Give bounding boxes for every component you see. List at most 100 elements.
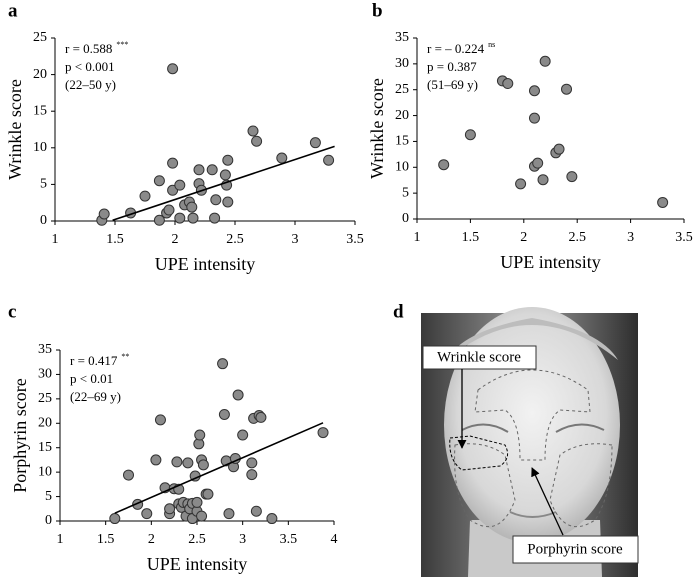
y-axis-label: Wrinkle score <box>5 79 25 180</box>
data-point <box>196 510 208 522</box>
annotation: Wrinkle score <box>437 349 521 365</box>
data-point <box>167 63 179 75</box>
x-tick-label: 1.5 <box>97 532 115 547</box>
data-point <box>266 513 278 525</box>
y-tick-label: 0 <box>402 211 409 226</box>
annotation-text: (22–50 y) <box>65 77 116 92</box>
panel-label: b <box>372 0 383 21</box>
data-point <box>237 429 249 441</box>
data-point <box>553 143 565 155</box>
annotation-text: r = 0.588 <box>65 41 112 56</box>
mouth <box>509 511 557 518</box>
data-point <box>163 204 175 216</box>
x-tick-label: 3.5 <box>346 232 364 247</box>
data-point <box>323 154 335 166</box>
annotation-text: (51–69 y) <box>427 77 478 92</box>
y-tick-label: 30 <box>395 56 409 71</box>
annotation: (51–69 y) <box>427 77 478 92</box>
annotation-superscript: ns <box>488 40 495 49</box>
annotation: p < 0.01 <box>70 371 113 386</box>
y-tick-label: 25 <box>33 30 47 45</box>
data-point <box>317 427 329 439</box>
data-point <box>191 496 203 508</box>
trend-line <box>114 422 324 514</box>
y-tick-label: 15 <box>33 103 47 118</box>
data-point <box>438 159 450 171</box>
annotation: r = – 0.224 ns <box>427 40 495 56</box>
y-tick-label: 35 <box>395 30 409 45</box>
data-point <box>206 164 218 176</box>
annotation-text: (22–69 y) <box>70 389 121 404</box>
face-illustration: Wrinkle score Porphyrin score d <box>393 301 639 577</box>
data-point <box>276 152 288 164</box>
annotation: Porphyrin score <box>527 541 623 557</box>
x-axis-label: UPE intensity <box>155 254 256 274</box>
data-point <box>537 174 549 186</box>
trend-line <box>112 145 335 222</box>
data-point <box>167 157 179 169</box>
data-point <box>219 169 231 181</box>
data-point <box>109 513 121 525</box>
data-point <box>528 112 540 124</box>
data-point <box>502 78 514 90</box>
data-point <box>250 505 262 517</box>
panel-label: c <box>8 301 16 322</box>
x-tick-label: 1.5 <box>106 232 124 247</box>
data-point <box>182 457 194 469</box>
panel-label: d <box>393 301 404 322</box>
x-tick-label: 1.5 <box>462 230 480 245</box>
annotation-superscript: *** <box>116 40 128 49</box>
y-tick-label: 20 <box>33 67 47 82</box>
y-tick-label: 15 <box>38 440 52 455</box>
y-tick-label: 20 <box>38 416 52 431</box>
data-point <box>222 154 234 166</box>
data-point <box>187 212 199 224</box>
x-tick-label: 3.5 <box>280 532 298 547</box>
data-point <box>309 137 321 149</box>
data-point <box>246 469 258 481</box>
porphyrin-zone-cheek-left <box>454 443 516 528</box>
x-tick-label: 1 <box>57 532 64 547</box>
x-tick-label: 3 <box>627 230 634 245</box>
y-tick-label: 10 <box>395 160 409 175</box>
wrinkle-zone <box>449 435 509 471</box>
y-tick-label: 25 <box>38 391 52 406</box>
data-point <box>154 414 166 426</box>
data-point <box>123 469 134 481</box>
annotation: (22–69 y) <box>70 389 121 404</box>
data-point <box>255 411 267 423</box>
data-point <box>251 135 263 147</box>
data-point <box>139 190 151 202</box>
y-tick-label: 30 <box>38 367 52 382</box>
data-point <box>223 508 235 520</box>
x-tick-label: 3.5 <box>675 230 693 245</box>
data-point <box>515 178 527 190</box>
x-tick-label: 3 <box>239 532 246 547</box>
y-tick-label: 25 <box>395 82 409 97</box>
annotation: p = 0.387 <box>427 59 477 74</box>
x-tick-label: 2.5 <box>188 532 206 547</box>
y-tick-label: 5 <box>40 177 47 192</box>
y-tick-label: 0 <box>40 213 47 228</box>
annotation: p < 0.001 <box>65 59 115 74</box>
annotation: (22–50 y) <box>65 77 116 92</box>
data-point <box>186 201 198 213</box>
porphyrin-zone-forehead <box>474 369 591 461</box>
porphyrin-zone-cheek-right <box>549 443 613 528</box>
data-point <box>164 503 176 515</box>
data-point <box>150 454 162 466</box>
y-tick-label: 0 <box>45 513 52 528</box>
data-point <box>209 212 221 224</box>
data-point <box>98 208 110 220</box>
label-box <box>422 345 537 370</box>
x-tick-label: 2.5 <box>226 232 244 247</box>
annotation-superscript: ** <box>121 352 129 361</box>
data-point <box>532 157 544 169</box>
x-tick-label: 1 <box>414 230 421 245</box>
x-tick-label: 4 <box>331 532 338 547</box>
x-tick-label: 2 <box>520 230 527 245</box>
x-tick-label: 2 <box>148 532 155 547</box>
eye-right <box>555 423 605 433</box>
y-axis-label: Porphyrin score <box>10 378 30 492</box>
